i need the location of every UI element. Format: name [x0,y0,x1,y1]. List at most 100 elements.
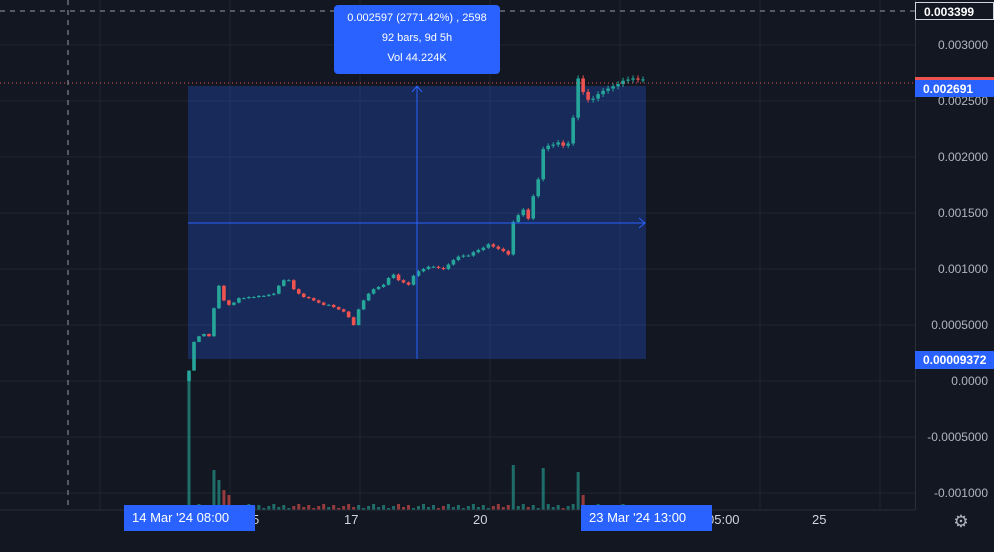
volume-bars [187,379,645,510]
volume-bar [576,472,580,510]
candle [636,78,640,80]
measure-horizontal-arrowhead [638,217,646,229]
volume-bar [536,508,540,510]
candle [431,266,436,268]
candle [601,90,605,95]
measure-end-time-label: 23 Mar '24 13:00 [581,505,712,531]
volume-bar [212,470,216,510]
candle [611,86,615,89]
candle [571,117,575,144]
volume-bar [287,508,291,510]
candle [441,267,446,270]
candle [242,298,246,300]
volume-bar [541,468,545,510]
volume-bar [292,506,296,510]
price-tick: 0.003000 [937,37,988,52]
gear-icon[interactable]: ⚙ [953,512,969,531]
candle [561,142,565,146]
volume-bar [446,504,450,510]
volume-bar [546,504,550,510]
candle [202,334,206,337]
volume-bar [297,504,301,510]
volume-bar [367,506,371,510]
volume-bar [357,505,361,510]
candle [267,294,271,296]
candle [212,308,216,337]
volume-bar [451,507,455,510]
candle [546,145,551,150]
candle [471,252,476,256]
measure-tooltip: 0.002597 (2771.42%) , 2598 92 bars, 9d 5… [334,5,500,74]
volume-bar [491,506,495,510]
price-tick: 0.0000 [951,374,988,389]
volume-bar [282,505,286,510]
volume-bar [342,506,346,510]
candle [396,274,401,281]
volume-bar [556,505,560,510]
candle [426,266,431,270]
volume-bar [481,505,485,510]
candle [506,251,511,255]
candle [421,269,426,272]
volume-bar [352,507,356,510]
volume-bar [486,508,490,510]
volume-bar [382,505,386,510]
candle [351,317,356,326]
volume-bar [561,508,565,510]
volume-bar [456,505,460,510]
candle [281,280,286,286]
price-tick: -0.0005000 [927,430,988,445]
candle [416,271,421,276]
candle [511,221,516,255]
volume-bar [476,507,480,510]
candle [526,209,531,219]
candle [386,277,391,285]
candle [371,289,376,294]
volume-bar [511,465,515,510]
candle [556,142,560,145]
candle [596,94,600,99]
candle [491,244,496,247]
volume-bar [362,508,366,510]
candle [496,246,501,249]
volume-bar [496,504,500,510]
volume-bar [531,505,535,510]
volume-bar [267,506,271,510]
measure-start-time-label: 14 Mar '24 08:00 [124,505,255,531]
volume-bar [327,507,331,510]
time-tick: 05:00 [707,512,740,527]
candle [331,304,336,308]
volume-bar [337,508,341,510]
candle [391,274,396,278]
candle [321,302,326,305]
candle [606,88,610,91]
price-tick: 0.001000 [937,262,988,276]
volume-bar [217,480,221,510]
volume-bar [431,505,435,510]
volume-bar [421,504,425,510]
time-tick: 20 [473,512,488,527]
candle [486,244,491,248]
crosshair-price-label: 0.003399 [915,2,994,20]
volume-bar [566,506,570,510]
volume-bar [571,504,575,510]
candle [476,249,481,253]
candle [361,300,366,310]
candle [626,79,630,81]
candle [257,295,261,298]
candle [262,295,266,297]
candle [222,285,226,301]
candle [232,302,236,305]
candle [207,334,211,337]
volume-bar [272,504,276,510]
volume-bar [387,508,391,510]
volume-bar [392,506,396,510]
candle [316,300,321,303]
time-tick: 5 [252,512,260,527]
candlesticks [187,75,645,382]
candle [401,280,406,283]
measure-change: 0.002597 (2771.42%) , 2598 [347,12,487,24]
candle [291,280,296,290]
